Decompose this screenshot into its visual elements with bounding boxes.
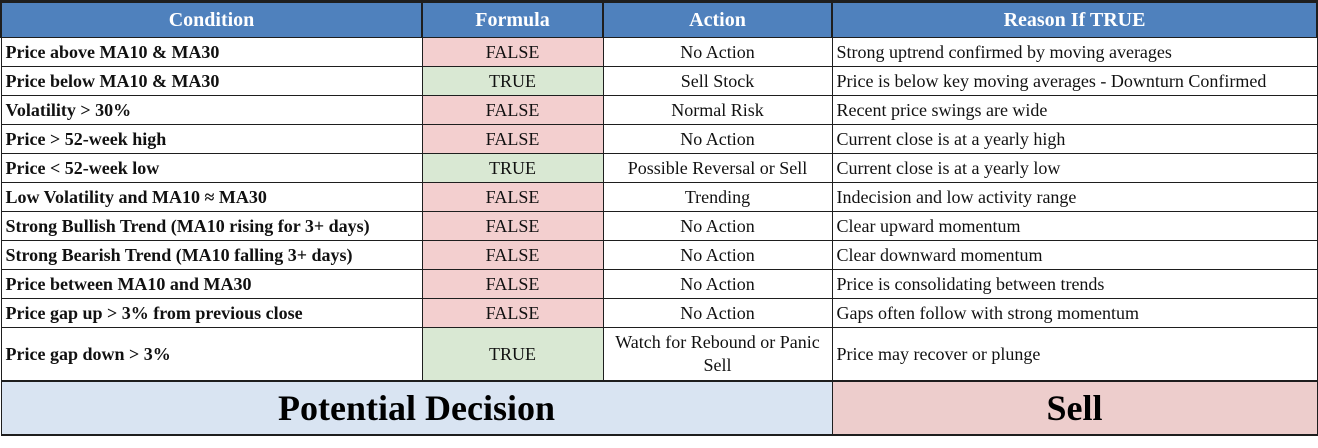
condition-cell[interactable]: Price < 52-week low: [0, 153, 423, 183]
condition-cell[interactable]: Price gap up > 3% from previous close: [0, 298, 423, 328]
table-row: Price between MA10 and MA30 FALSE No Actio…: [0, 269, 1318, 299]
reason-cell[interactable]: Price is below key moving averages - Dow…: [831, 66, 1318, 96]
condition-cell[interactable]: Low Volatility and MA10 ≈ MA30: [0, 182, 423, 212]
reason-cell[interactable]: Current close is at a yearly low: [831, 153, 1318, 183]
formula-cell[interactable]: FALSE: [421, 182, 604, 212]
header-row: Condition Formula Action Reason If TRUE: [0, 0, 1318, 38]
reason-cell[interactable]: Recent price swings are wide: [831, 95, 1318, 125]
table-row: Low Volatility and MA10 ≈ MA30 FALSE Trend…: [0, 182, 1318, 212]
condition-cell[interactable]: Price gap down > 3%: [0, 327, 423, 382]
formula-cell[interactable]: TRUE: [421, 153, 604, 183]
table-row: Strong Bearish Trend (MA10 falling 3+ da…: [0, 240, 1318, 270]
condition-cell[interactable]: Price > 52-week high: [0, 124, 423, 154]
formula-cell[interactable]: TRUE: [421, 66, 604, 96]
action-cell[interactable]: No Action: [602, 298, 833, 328]
formula-cell[interactable]: FALSE: [421, 124, 604, 154]
condition-cell[interactable]: Volatility > 30%: [0, 95, 423, 125]
header-reason[interactable]: Reason If TRUE: [831, 0, 1318, 38]
action-cell[interactable]: No Action: [602, 124, 833, 154]
action-cell[interactable]: No Action: [602, 211, 833, 241]
action-cell[interactable]: Sell Stock: [602, 66, 833, 96]
table-row: Price above MA10 & MA30 FALSE No Action Str…: [0, 37, 1318, 67]
action-cell[interactable]: Normal Risk: [602, 95, 833, 125]
spacer-cell: [1, 434, 1317, 444]
header-condition[interactable]: Condition: [0, 0, 423, 38]
spacer-row: [1, 434, 1317, 444]
formula-cell[interactable]: TRUE: [421, 327, 604, 382]
table-row: Volatility > 30% FALSE Normal Risk Recent p…: [0, 95, 1318, 125]
action-cell[interactable]: Watch for Rebound or Panic Sell: [602, 327, 833, 382]
formula-cell[interactable]: FALSE: [421, 240, 604, 270]
condition-cell[interactable]: Price below MA10 & MA30: [0, 66, 423, 96]
table-row: Price < 52-week low TRUE Possible Reversal…: [0, 153, 1318, 183]
reason-cell[interactable]: Strong uptrend confirmed by moving avera…: [831, 37, 1318, 67]
table-row: Price gap up > 3% from previous close FAL…: [0, 298, 1318, 328]
action-cell[interactable]: No Action: [602, 37, 833, 67]
condition-cell[interactable]: Price above MA10 & MA30: [0, 37, 423, 67]
reason-cell[interactable]: Price may recover or plunge: [831, 327, 1318, 382]
reason-cell[interactable]: Indecision and low activity range: [831, 182, 1318, 212]
formula-cell[interactable]: FALSE: [421, 95, 604, 125]
action-cell[interactable]: No Action: [602, 269, 833, 299]
action-cell[interactable]: Trending: [602, 182, 833, 212]
table-row: Price > 52-week high FALSE No Action Curren…: [0, 124, 1318, 154]
decision-row: Potential Decision Sell: [0, 380, 1318, 436]
decision-label[interactable]: Potential Decision: [0, 380, 833, 436]
formula-cell[interactable]: FALSE: [421, 298, 604, 328]
table-row: Price gap down > 3% TRUE Watch for Rebound…: [0, 327, 1318, 382]
decision-value[interactable]: Sell: [831, 380, 1318, 436]
formula-cell[interactable]: FALSE: [421, 269, 604, 299]
header-action[interactable]: Action: [602, 0, 833, 38]
reason-cell[interactable]: Price is consolidating between trends: [831, 269, 1318, 299]
action-cell[interactable]: No Action: [602, 240, 833, 270]
reason-cell[interactable]: Gaps often follow with strong momentum: [831, 298, 1318, 328]
header-formula[interactable]: Formula: [421, 0, 604, 38]
reason-cell[interactable]: Current close is at a yearly high: [831, 124, 1318, 154]
table-row: Price below MA10 & MA30 TRUE Sell Stock Pri…: [0, 66, 1318, 96]
reason-cell[interactable]: Clear downward momentum: [831, 240, 1318, 270]
table-row: Strong Bullish Trend (MA10 rising for 3+…: [0, 211, 1318, 241]
formula-cell[interactable]: FALSE: [421, 37, 604, 67]
condition-cell[interactable]: Price between MA10 and MA30: [0, 269, 423, 299]
condition-cell[interactable]: Strong Bullish Trend (MA10 rising for 3+…: [0, 211, 423, 241]
action-cell[interactable]: Possible Reversal or Sell: [602, 153, 833, 183]
formula-cell[interactable]: FALSE: [421, 211, 604, 241]
reason-cell[interactable]: Clear upward momentum: [831, 211, 1318, 241]
condition-cell[interactable]: Strong Bearish Trend (MA10 falling 3+ da…: [0, 240, 423, 270]
